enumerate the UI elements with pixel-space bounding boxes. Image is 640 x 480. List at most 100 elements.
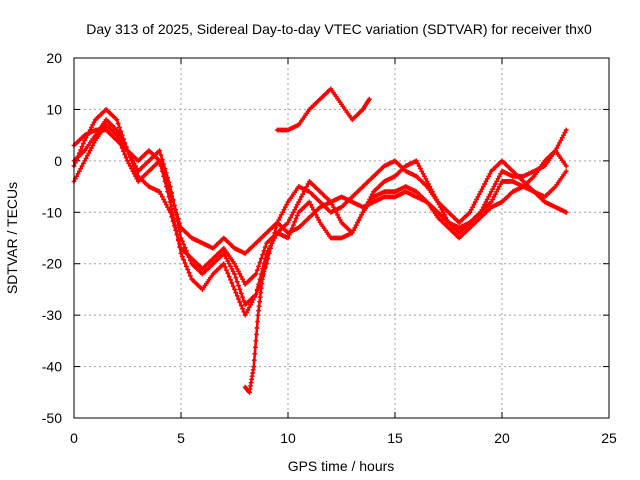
data-point bbox=[236, 296, 241, 302]
data-point bbox=[157, 148, 162, 153]
data-point bbox=[423, 176, 429, 182]
data-point bbox=[428, 186, 434, 192]
x-axis-label: GPS time / hours bbox=[288, 458, 395, 474]
data-point bbox=[224, 267, 229, 273]
data-point bbox=[129, 166, 134, 171]
data-point bbox=[471, 202, 477, 207]
data-point bbox=[337, 217, 343, 223]
data-point bbox=[278, 212, 284, 218]
data-point bbox=[157, 189, 162, 195]
data-point bbox=[88, 125, 94, 130]
data-point bbox=[167, 209, 173, 215]
data-point bbox=[289, 225, 295, 231]
data-point bbox=[221, 251, 227, 256]
y-tick-label: -40 bbox=[42, 359, 62, 375]
data-point bbox=[185, 267, 191, 272]
data-point bbox=[171, 223, 177, 229]
data-point bbox=[432, 194, 438, 200]
data-point bbox=[224, 256, 229, 261]
data-series bbox=[71, 86, 569, 395]
data-point bbox=[75, 171, 81, 177]
data-point bbox=[159, 194, 165, 200]
data-point bbox=[498, 181, 504, 187]
data-point bbox=[225, 258, 231, 264]
data-point bbox=[82, 158, 88, 164]
data-point bbox=[414, 158, 419, 164]
data-point bbox=[353, 222, 359, 228]
data-point bbox=[308, 202, 314, 207]
data-point bbox=[468, 207, 474, 213]
data-point bbox=[305, 181, 311, 187]
data-point bbox=[467, 209, 473, 215]
data-point bbox=[126, 161, 132, 166]
data-point bbox=[134, 176, 140, 182]
data-point bbox=[281, 207, 287, 213]
data-point bbox=[236, 283, 241, 288]
data-point bbox=[302, 186, 308, 192]
data-point bbox=[74, 173, 80, 179]
data-point bbox=[286, 217, 292, 223]
data-point bbox=[296, 199, 302, 205]
data-point bbox=[359, 212, 364, 218]
data-point bbox=[480, 204, 486, 210]
data-point bbox=[157, 158, 162, 164]
data-point bbox=[181, 257, 187, 263]
data-point bbox=[175, 236, 181, 242]
data-point bbox=[238, 290, 244, 296]
data-point bbox=[288, 229, 294, 234]
data-point bbox=[233, 290, 239, 296]
data-point bbox=[282, 204, 288, 210]
data-point bbox=[313, 212, 319, 218]
data-point bbox=[169, 193, 175, 199]
data-point bbox=[161, 197, 167, 202]
data-point bbox=[369, 191, 375, 197]
data-point bbox=[127, 163, 133, 169]
data-point bbox=[561, 132, 566, 138]
data-point bbox=[228, 263, 233, 269]
data-point bbox=[254, 332, 259, 337]
grid bbox=[74, 58, 609, 418]
data-point bbox=[285, 220, 291, 225]
data-point bbox=[419, 168, 425, 174]
data-point bbox=[496, 173, 502, 179]
x-tick-label: 15 bbox=[387, 430, 403, 446]
data-point bbox=[127, 154, 133, 160]
data-point bbox=[333, 209, 339, 215]
data-point bbox=[292, 207, 298, 213]
data-point bbox=[114, 127, 120, 133]
data-point bbox=[80, 161, 86, 166]
data-point bbox=[238, 303, 244, 308]
data-point bbox=[87, 148, 93, 153]
data-point bbox=[158, 191, 164, 197]
data-point bbox=[163, 177, 169, 183]
data-point bbox=[256, 303, 262, 309]
data-point bbox=[297, 197, 303, 202]
data-point bbox=[332, 207, 338, 213]
data-point bbox=[237, 299, 243, 305]
data-point bbox=[301, 189, 307, 195]
data-point bbox=[225, 270, 231, 276]
data-point bbox=[90, 122, 96, 128]
data-point bbox=[174, 211, 180, 217]
data-point bbox=[83, 155, 89, 161]
data-point bbox=[260, 252, 265, 258]
data-point bbox=[495, 186, 501, 192]
y-tick-label: 0 bbox=[54, 153, 62, 169]
data-point bbox=[228, 277, 233, 283]
data-point bbox=[114, 117, 120, 123]
series-track-4 bbox=[71, 117, 569, 287]
data-point bbox=[254, 325, 260, 331]
data-point bbox=[438, 204, 443, 210]
data-point bbox=[495, 176, 501, 182]
data-point bbox=[163, 202, 169, 207]
data-point bbox=[482, 181, 488, 187]
data-point bbox=[117, 132, 122, 138]
data-point bbox=[130, 168, 136, 174]
data-point bbox=[285, 235, 291, 241]
data-point bbox=[240, 276, 245, 282]
data-point bbox=[563, 163, 569, 169]
data-point bbox=[241, 279, 247, 285]
data-point bbox=[78, 147, 84, 153]
